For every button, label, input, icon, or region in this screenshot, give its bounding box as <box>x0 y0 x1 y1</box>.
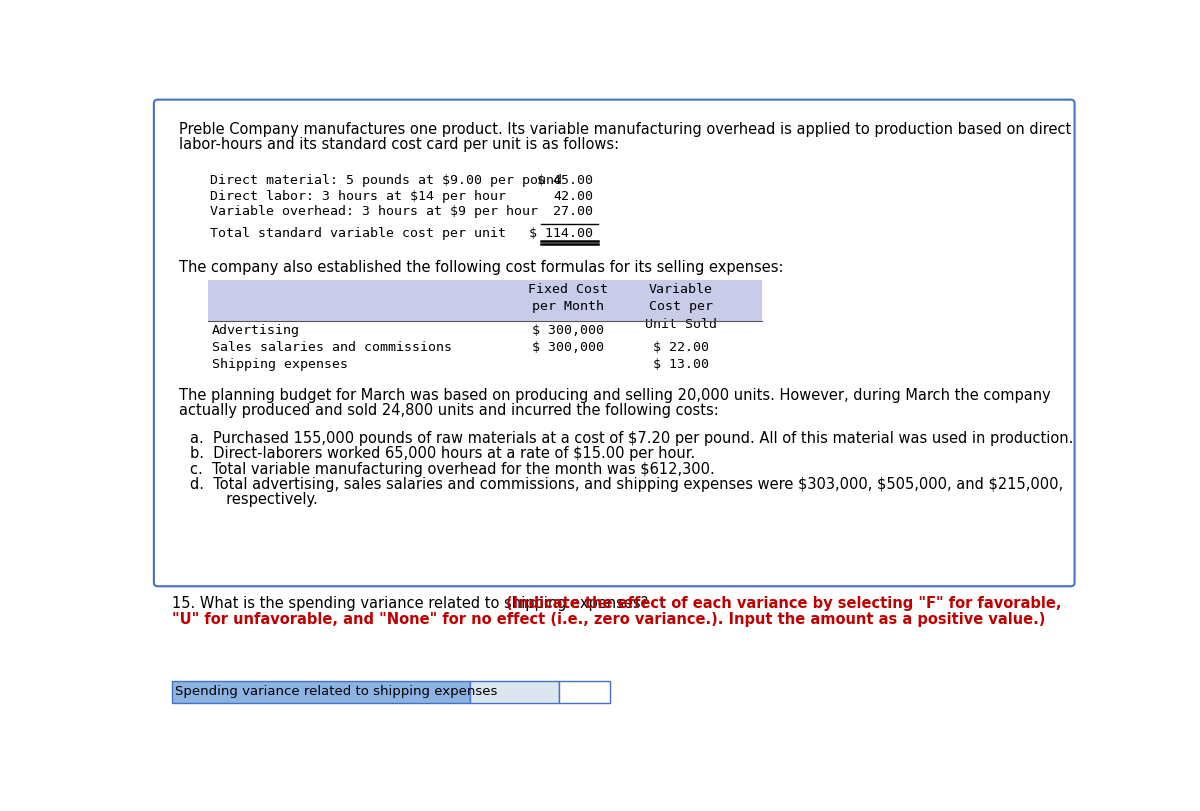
Text: $ 45.00: $ 45.00 <box>538 174 593 187</box>
Text: Advertising: Advertising <box>212 324 300 337</box>
Text: Shipping expenses: Shipping expenses <box>212 358 348 371</box>
Text: The planning budget for March was based on producing and selling 20,000 units. H: The planning budget for March was based … <box>180 388 1051 402</box>
Text: a.  Purchased 155,000 pounds of raw materials at a cost of $7.20 per pound. All : a. Purchased 155,000 pounds of raw mater… <box>191 431 1074 446</box>
Text: Variable overhead: 3 hours at $9 per hour: Variable overhead: 3 hours at $9 per hou… <box>210 205 539 218</box>
Text: b.  Direct-laborers worked 65,000 hours at a rate of $15.00 per hour.: b. Direct-laborers worked 65,000 hours a… <box>191 446 696 461</box>
FancyBboxPatch shape <box>559 681 610 702</box>
FancyBboxPatch shape <box>154 100 1074 586</box>
Text: 42.00: 42.00 <box>553 190 593 203</box>
Text: $ 300,000: $ 300,000 <box>533 341 605 354</box>
FancyBboxPatch shape <box>208 280 762 321</box>
Text: actually produced and sold 24,800 units and incurred the following costs:: actually produced and sold 24,800 units … <box>180 403 719 418</box>
Text: Fixed Cost
per Month: Fixed Cost per Month <box>528 283 608 313</box>
Text: labor-hours and its standard cost card per unit is as follows:: labor-hours and its standard cost card p… <box>180 137 619 152</box>
Text: "U" for unfavorable, and "None" for no effect (i.e., zero variance.). Input the : "U" for unfavorable, and "None" for no e… <box>172 611 1045 627</box>
Text: 15. What is the spending variance related to shipping expenses?: 15. What is the spending variance relate… <box>172 596 653 611</box>
Text: 27.00: 27.00 <box>553 205 593 218</box>
Text: (Indicate the effect of each variance by selecting "F" for favorable,: (Indicate the effect of each variance by… <box>506 596 1062 611</box>
Text: c.  Total variable manufacturing overhead for the month was $612,300.: c. Total variable manufacturing overhead… <box>191 461 715 477</box>
Text: $ 114.00: $ 114.00 <box>529 227 593 240</box>
FancyBboxPatch shape <box>470 681 559 702</box>
Text: Direct labor: 3 hours at $14 per hour: Direct labor: 3 hours at $14 per hour <box>210 190 506 203</box>
Text: respectively.: respectively. <box>203 492 318 508</box>
Text: Direct material: 5 pounds at $9.00 per pound: Direct material: 5 pounds at $9.00 per p… <box>210 174 563 187</box>
Text: The company also established the following cost formulas for its selling expense: The company also established the followi… <box>180 260 784 275</box>
Text: Preble Company manufactures one product. Its variable manufacturing overhead is : Preble Company manufactures one product.… <box>180 122 1072 137</box>
Text: Variable
Cost per
Unit Sold: Variable Cost per Unit Sold <box>644 283 716 331</box>
Text: Sales salaries and commissions: Sales salaries and commissions <box>212 341 452 354</box>
Text: $ 13.00: $ 13.00 <box>653 358 709 371</box>
Text: $ 22.00: $ 22.00 <box>653 341 709 354</box>
FancyBboxPatch shape <box>172 681 470 702</box>
Text: d.  Total advertising, sales salaries and commissions, and shipping expenses wer: d. Total advertising, sales salaries and… <box>191 477 1063 492</box>
Text: Spending variance related to shipping expenses: Spending variance related to shipping ex… <box>175 684 497 697</box>
Text: Total standard variable cost per unit: Total standard variable cost per unit <box>210 227 506 240</box>
Text: $ 300,000: $ 300,000 <box>533 324 605 337</box>
